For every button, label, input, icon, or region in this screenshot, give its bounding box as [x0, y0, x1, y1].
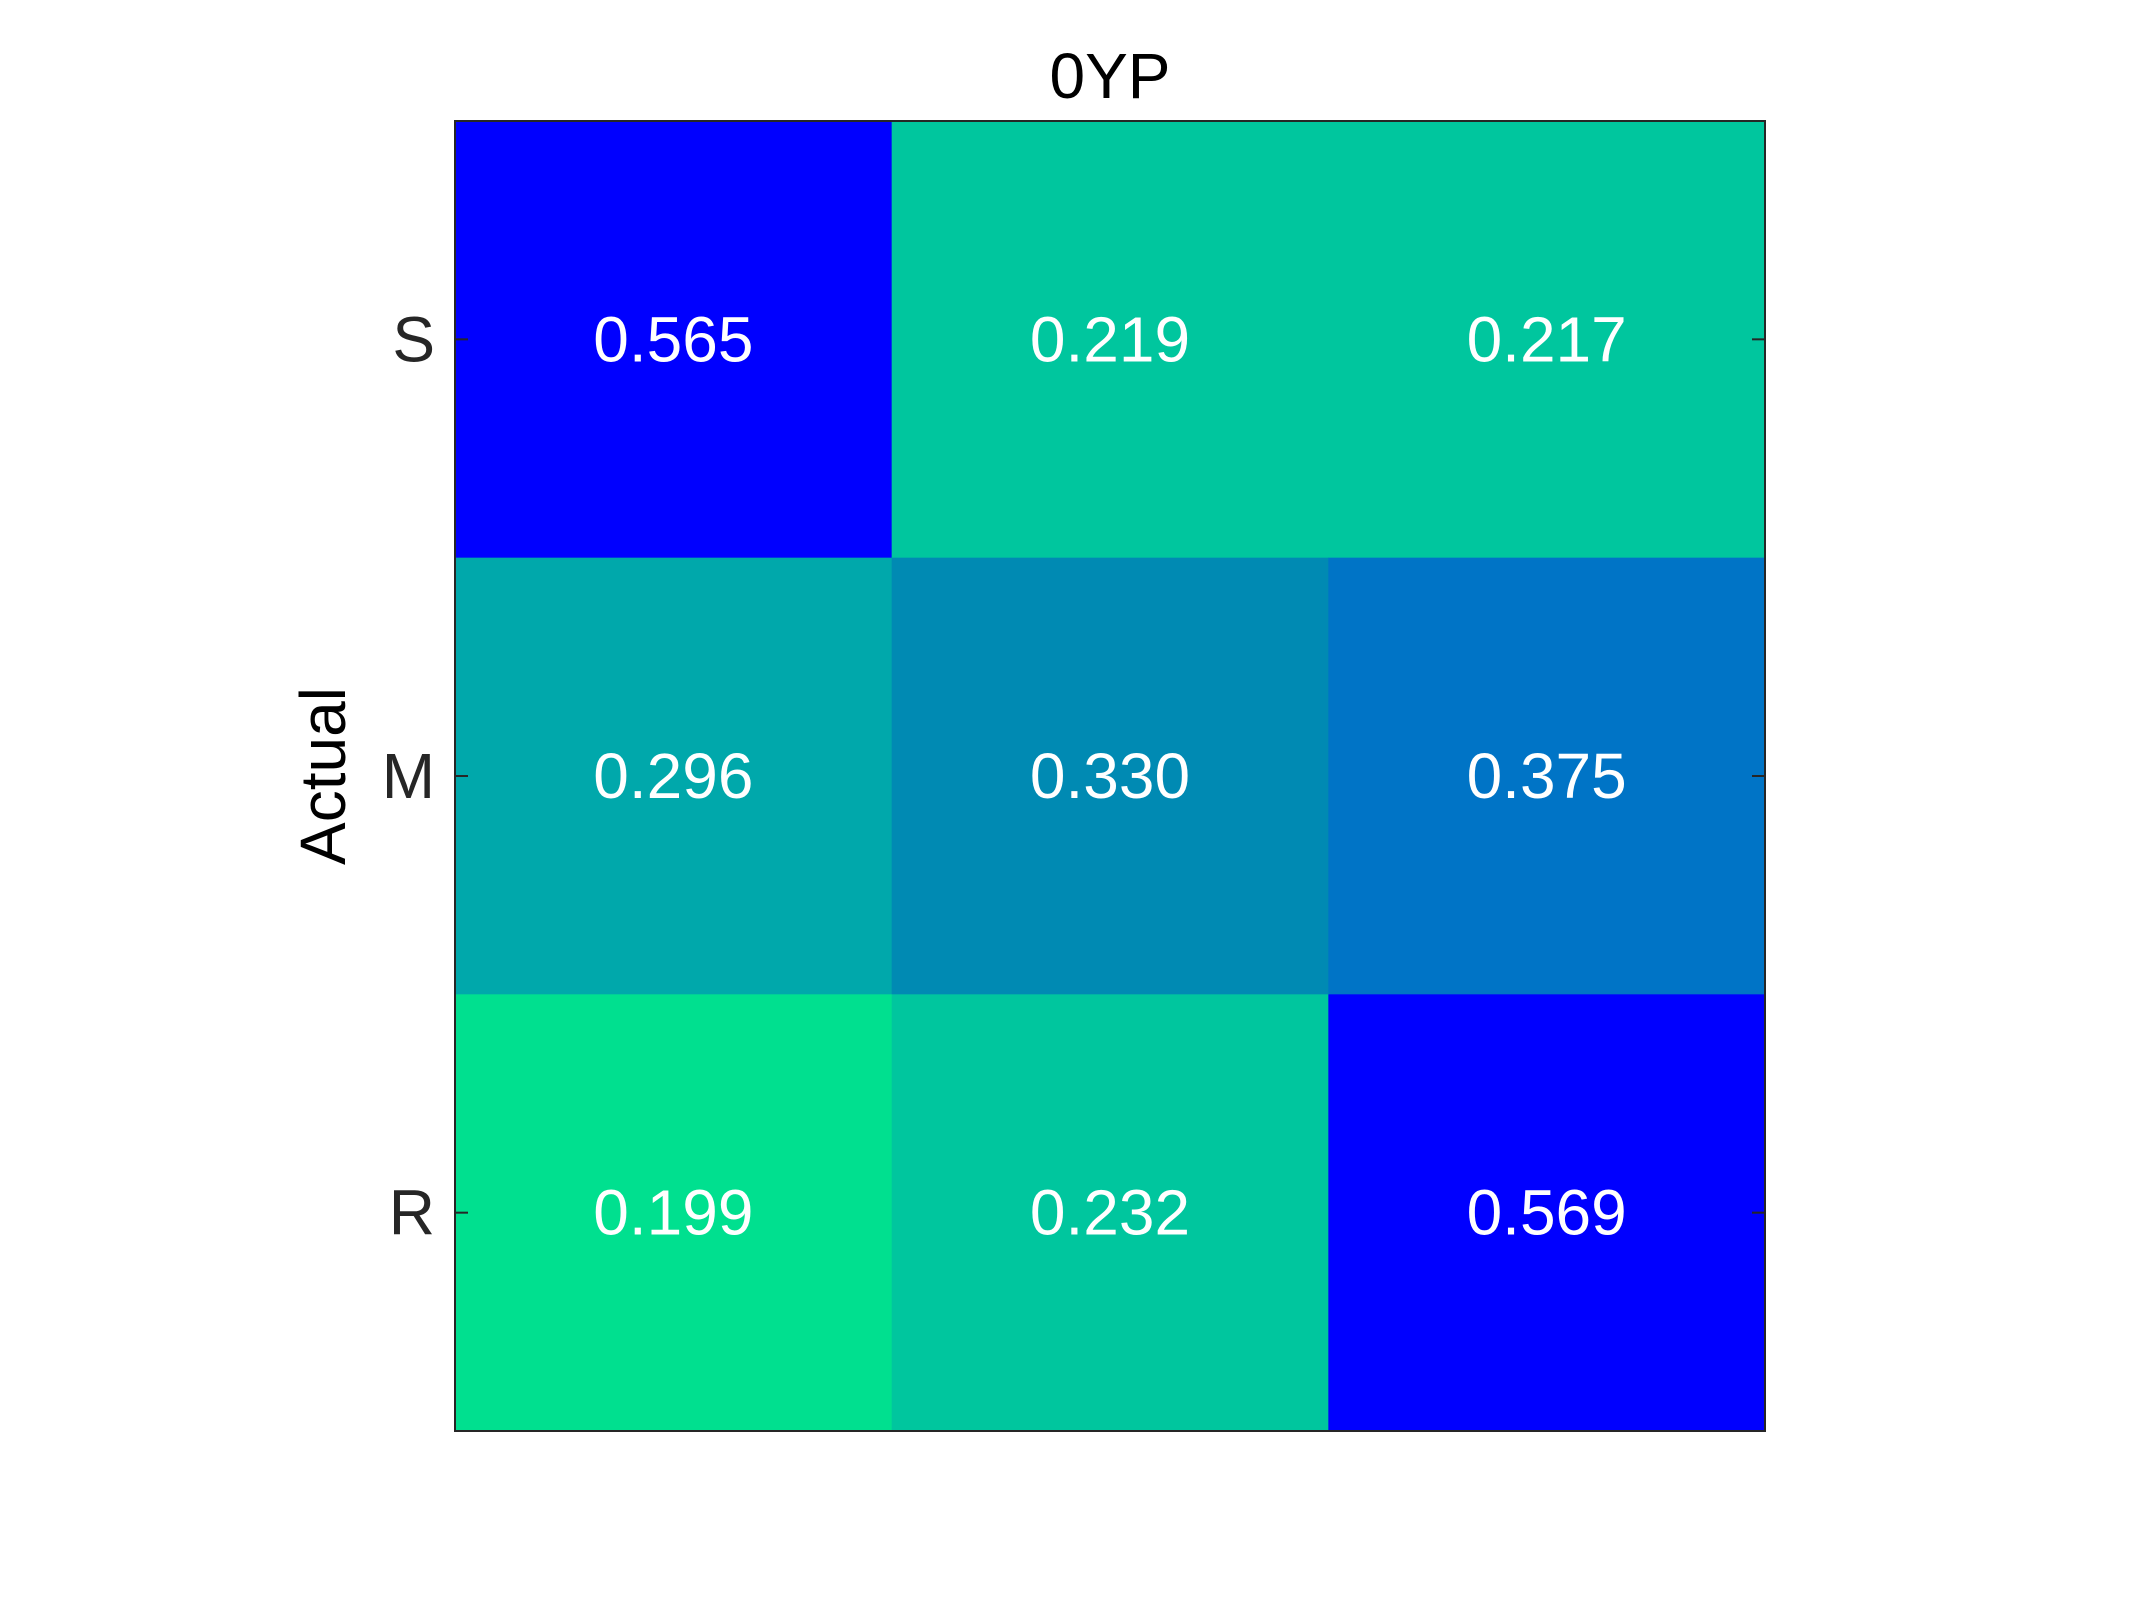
heatmap-cells [455, 121, 1766, 1432]
heatmap-cell [455, 994, 893, 1432]
heatmap-cell [891, 557, 1329, 995]
plot-frame [454, 120, 1766, 1432]
row-tick-labels: S M R [382, 303, 435, 1248]
chart-title: 0YP [1050, 40, 1171, 112]
heatmap-value-labels: 0.565 0.219 0.217 0.296 0.330 0.375 0.199 0.232… [593, 303, 1626, 1248]
cell-value-label: 0.232 [1030, 1177, 1190, 1249]
heatmap-cell [455, 121, 893, 559]
heatmap-cell [1328, 121, 1766, 559]
row-tick-label: M [382, 740, 435, 812]
axis-ticks [455, 338, 1765, 1214]
cell-value-label: 0.375 [1467, 740, 1627, 812]
row-tick-label: S [392, 303, 435, 375]
cell-value-label: 0.296 [593, 740, 753, 812]
heatmap-cell [1328, 557, 1766, 995]
cell-value-label: 0.565 [593, 303, 753, 375]
cell-value-label: 0.199 [593, 1177, 753, 1249]
y-axis-label: Actual [287, 687, 359, 865]
cell-value-label: 0.217 [1467, 303, 1627, 375]
heatmap-cell [891, 994, 1329, 1432]
heatmap-cell [891, 121, 1329, 559]
cell-value-label: 0.569 [1467, 1177, 1627, 1249]
row-tick-label: R [389, 1177, 435, 1249]
heatmap-cell [1328, 994, 1766, 1432]
cell-value-label: 0.219 [1030, 303, 1190, 375]
heatmap-cell [455, 557, 893, 995]
cell-value-label: 0.330 [1030, 740, 1190, 812]
